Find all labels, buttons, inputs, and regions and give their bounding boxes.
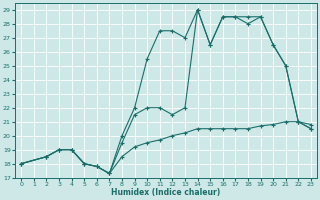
X-axis label: Humidex (Indice chaleur): Humidex (Indice chaleur) [111, 188, 221, 197]
